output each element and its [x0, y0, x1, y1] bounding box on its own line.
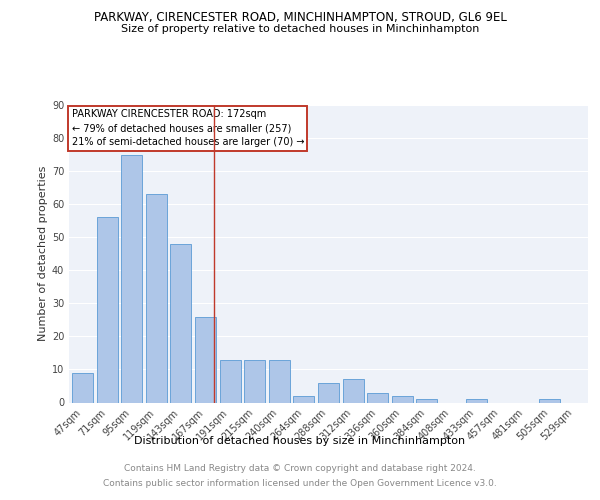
- Bar: [367, 392, 388, 402]
- Bar: [72, 373, 93, 402]
- Bar: [244, 360, 265, 403]
- Bar: [220, 360, 241, 403]
- Text: Contains HM Land Registry data © Crown copyright and database right 2024.: Contains HM Land Registry data © Crown c…: [124, 464, 476, 473]
- Text: Size of property relative to detached houses in Minchinhampton: Size of property relative to detached ho…: [121, 24, 479, 34]
- Bar: [318, 382, 339, 402]
- Bar: [170, 244, 191, 402]
- Bar: [146, 194, 167, 402]
- Bar: [195, 316, 216, 402]
- Bar: [121, 154, 142, 402]
- Bar: [416, 399, 437, 402]
- Bar: [293, 396, 314, 402]
- Bar: [466, 399, 487, 402]
- Bar: [392, 396, 413, 402]
- Y-axis label: Number of detached properties: Number of detached properties: [38, 166, 47, 342]
- Text: Contains public sector information licensed under the Open Government Licence v3: Contains public sector information licen…: [103, 479, 497, 488]
- Bar: [97, 218, 118, 402]
- Bar: [539, 399, 560, 402]
- Text: PARKWAY CIRENCESTER ROAD: 172sqm
← 79% of detached houses are smaller (257)
21% : PARKWAY CIRENCESTER ROAD: 172sqm ← 79% o…: [71, 110, 304, 148]
- Text: PARKWAY, CIRENCESTER ROAD, MINCHINHAMPTON, STROUD, GL6 9EL: PARKWAY, CIRENCESTER ROAD, MINCHINHAMPTO…: [94, 11, 506, 24]
- Bar: [343, 380, 364, 402]
- Bar: [269, 360, 290, 403]
- Text: Distribution of detached houses by size in Minchinhampton: Distribution of detached houses by size …: [134, 436, 466, 446]
